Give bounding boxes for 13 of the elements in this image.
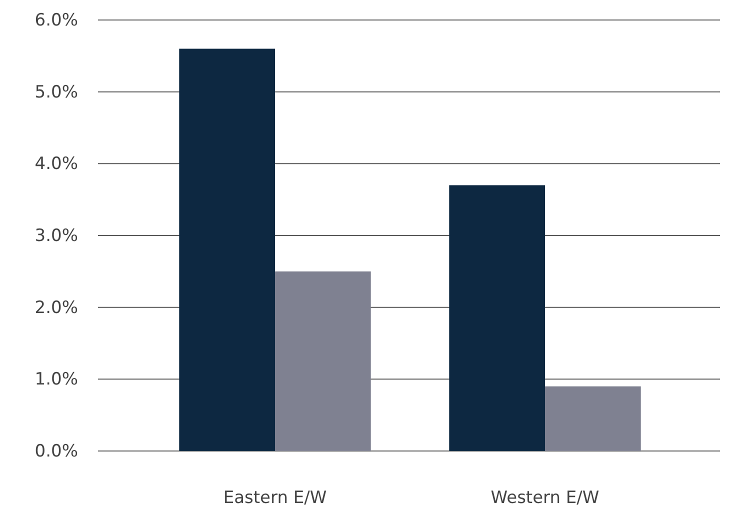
y-tick-label: 0.0% xyxy=(34,441,78,462)
bar xyxy=(179,48,275,451)
bar xyxy=(449,185,545,451)
y-tick-label: 5.0% xyxy=(34,82,78,102)
bar xyxy=(545,386,641,451)
y-tick-label: 4.0% xyxy=(34,154,78,174)
x-tick-label: Eastern E/W xyxy=(223,488,327,508)
y-tick-label: 1.0% xyxy=(34,370,78,390)
x-tick-label: Western E/W xyxy=(490,488,600,508)
y-tick-label: 3.0% xyxy=(34,226,78,246)
bar xyxy=(275,271,371,451)
y-tick-label: 2.0% xyxy=(34,298,78,318)
y-tick-label: 6.0% xyxy=(34,10,78,30)
